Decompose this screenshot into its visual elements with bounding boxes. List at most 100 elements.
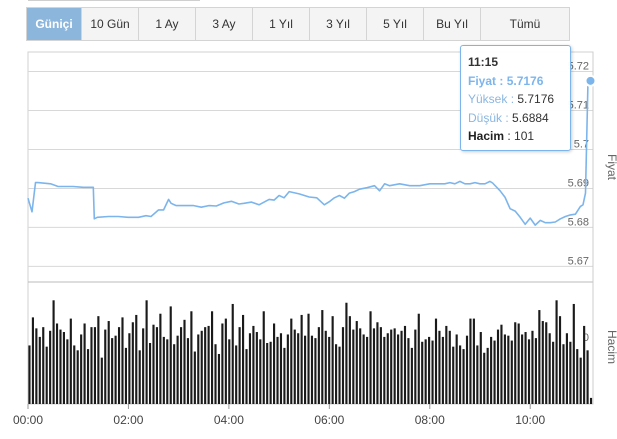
volume-bar — [483, 352, 486, 404]
tooltip-time: 11:15 — [468, 55, 499, 69]
volume-bar — [424, 339, 427, 404]
volume-bar — [100, 357, 103, 404]
volume-bar — [173, 344, 176, 404]
volume-bar — [569, 341, 572, 404]
volume-bar — [80, 334, 83, 404]
volume-bar — [255, 332, 258, 404]
volume-bar — [428, 336, 431, 404]
tooltip-volume-label: Hacim — [468, 129, 505, 143]
volume-bar — [438, 330, 441, 404]
tooltip-high-row: Yüksek : 5.7176 — [468, 92, 555, 106]
volume-bar — [479, 332, 482, 404]
tab-1-year[interactable]: 1 Yıl — [253, 8, 310, 40]
tab-10-days[interactable]: 10 Gün — [82, 8, 139, 40]
volume-bar — [290, 318, 293, 404]
price-line — [27, 80, 593, 226]
volume-bar — [69, 318, 72, 404]
volume-bar — [135, 314, 138, 404]
volume-bar — [555, 300, 558, 404]
price-tick-label: 5.7 — [574, 138, 589, 150]
volume-bar — [131, 322, 134, 404]
volume-bar — [472, 318, 475, 404]
volume-bar — [183, 319, 186, 404]
volume-bar — [241, 314, 245, 404]
volume-bar — [204, 327, 207, 404]
volume-bar — [400, 330, 403, 404]
volume-bar — [152, 324, 155, 404]
volume-bar — [338, 346, 341, 404]
volume-bar — [452, 346, 455, 404]
volume-bar — [369, 311, 372, 404]
tab-this-year[interactable]: Bu Yıl — [424, 8, 481, 40]
volume-bar — [52, 300, 55, 404]
volume-bar — [300, 314, 303, 404]
volume-bar — [111, 338, 114, 404]
tooltip-high-label: Yüksek — [468, 92, 508, 106]
volume-bar — [359, 328, 362, 404]
tooltip-volume-value: 101 — [514, 129, 535, 143]
volume-bar — [524, 332, 527, 404]
volume-bar — [583, 325, 586, 404]
volume-bar — [83, 323, 86, 404]
volume-bar — [307, 313, 310, 404]
volume-bar — [403, 325, 407, 404]
volume-bar — [383, 336, 386, 404]
volume-bar — [121, 317, 124, 404]
volume-bar — [200, 330, 203, 404]
volume-bar — [579, 357, 582, 404]
volume-bar — [124, 347, 128, 404]
volume-bar — [76, 350, 79, 404]
volume-bar — [517, 323, 520, 404]
volume-bar — [193, 351, 196, 404]
tab-1-month[interactable]: 1 Ay — [139, 8, 196, 40]
tab-intraday[interactable]: Güniçi — [27, 8, 82, 40]
volume-bar — [410, 347, 413, 404]
volume-bar — [190, 311, 193, 404]
volume-bar — [142, 328, 145, 404]
volume-bar — [59, 329, 62, 404]
volume-bar — [538, 310, 541, 404]
volume-bar — [548, 333, 551, 404]
volume-bar — [293, 329, 296, 404]
volume-bar — [576, 349, 579, 404]
volume-bar — [321, 310, 324, 404]
volume-bar — [397, 334, 400, 404]
volume-bar — [393, 328, 396, 404]
tab-all[interactable]: Tümü — [509, 17, 541, 31]
tab-3-months[interactable]: 3 Ay — [196, 8, 253, 40]
volume-bar — [162, 336, 165, 404]
volume-bar — [90, 327, 93, 404]
volume-bar — [376, 322, 379, 404]
volume-bar — [269, 341, 272, 404]
tab-3-years[interactable]: 3 Yıl — [310, 8, 367, 40]
volume-bar — [407, 338, 410, 404]
volume-bar — [169, 306, 172, 404]
volume-axis-title: Hacim — [605, 330, 617, 364]
volume-bar — [314, 338, 317, 404]
volume-bar — [145, 300, 148, 404]
volume-bar — [245, 349, 248, 404]
volume-bar — [297, 333, 300, 404]
volume-bar — [362, 334, 365, 404]
volume-bar — [503, 334, 506, 404]
x-tick-label: 04:00 — [214, 413, 244, 427]
x-tick-label: 02:00 — [113, 413, 143, 427]
volume-bar — [45, 346, 48, 404]
x-tick-label: 10:00 — [515, 413, 545, 427]
volume-bar — [417, 313, 420, 404]
volume-bar — [117, 327, 121, 404]
volume-bar — [459, 345, 462, 404]
volume-bar — [328, 336, 331, 404]
tab-5-years[interactable]: 5 Yıl — [367, 8, 424, 40]
volume-bar — [462, 349, 465, 404]
volume-bar — [507, 335, 510, 404]
volume-bar — [235, 345, 238, 404]
volume-bar — [586, 350, 589, 404]
volume-bar — [224, 318, 227, 404]
volume-bar — [545, 322, 548, 404]
volume-bar — [562, 344, 565, 404]
volume-bar — [35, 328, 38, 404]
volume-bar — [128, 333, 131, 404]
volume-bar — [589, 397, 593, 404]
volume-bar — [476, 345, 479, 404]
